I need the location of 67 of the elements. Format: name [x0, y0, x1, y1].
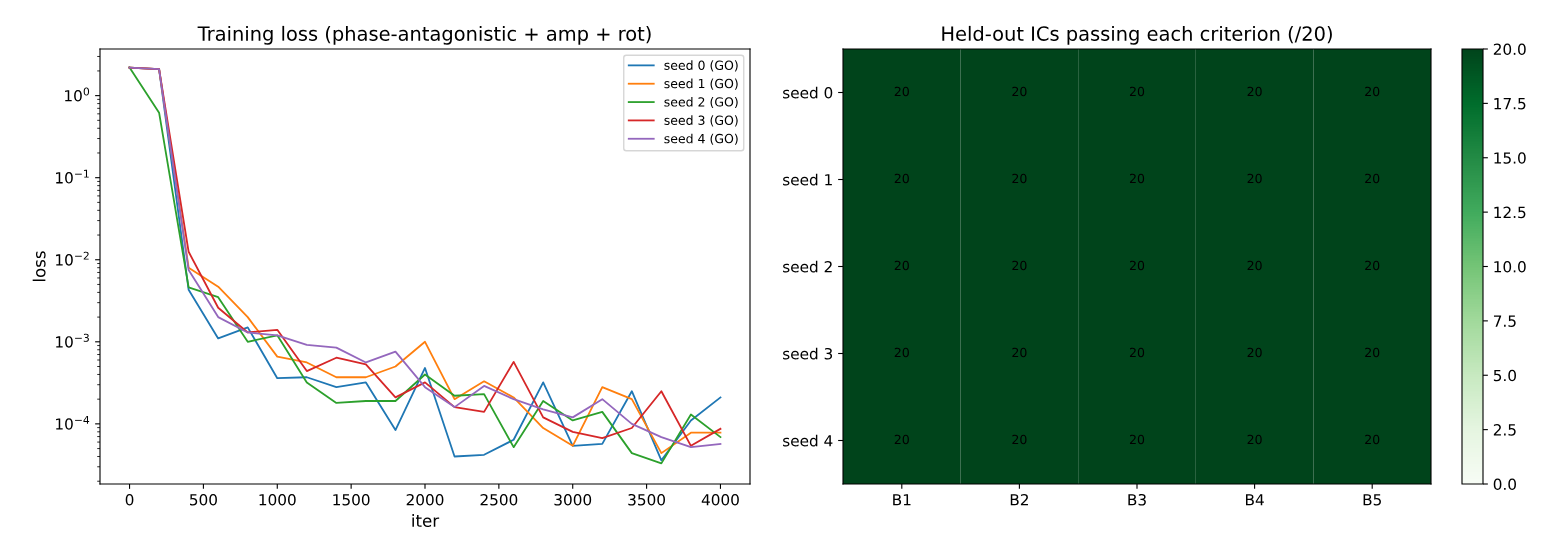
data-label: 20 [1129, 86, 1145, 97]
x-tick-label: 2500 [480, 493, 518, 506]
x-tick-label: 2000 [406, 493, 444, 506]
data-label: 20 [1365, 347, 1380, 358]
y-tick-label: seed 4 [783, 434, 833, 447]
data-label: 20 [1365, 260, 1380, 271]
x-tick-label: 3000 [554, 493, 592, 506]
y-tick-label: seed 1 [783, 173, 832, 186]
color-bar-label: 2.5 [1493, 424, 1516, 436]
color-bar-label: 10.0 [1494, 260, 1526, 273]
y-tick-label: seed 0 [783, 86, 833, 99]
y-tick-label: seed 2 [783, 260, 832, 273]
y-tick-label: 10$^{−1}$ [56, 169, 89, 184]
data-label: 20 [1247, 434, 1262, 445]
data-label: 20 [1247, 260, 1262, 271]
x-tick-label: 4000 [701, 493, 739, 506]
data-label: 20 [1012, 434, 1027, 445]
data-label: 20 [1012, 173, 1027, 184]
data-label: 20 [894, 347, 909, 358]
y-tick-label: seed 3 [783, 347, 833, 360]
legend-label: seed 3 (GO) [664, 115, 738, 127]
color-bar-label: 0.0 [1493, 478, 1516, 491]
color-bar-label: 5.0 [1493, 369, 1516, 382]
y-tick-label: 10$^{0}$ [65, 87, 90, 102]
data-label: 20 [1012, 86, 1027, 97]
data-label: 20 [1012, 347, 1027, 358]
color-bar-label: 7.5 [1493, 315, 1516, 327]
data-label: 20 [894, 434, 909, 445]
legend-label: seed 2 (GO) [664, 96, 738, 109]
data-label: 20 [1365, 86, 1380, 97]
data-label: 20 [1012, 260, 1027, 271]
data-label: 20 [1365, 434, 1380, 445]
data-label: 20 [1247, 173, 1262, 184]
data-label: 20 [1247, 347, 1262, 358]
y-tick-label: 10$^{−4}$ [56, 415, 90, 430]
y-tick-label: 10$^{−2}$ [56, 251, 89, 266]
chart-title: Held-out ICs passing each criterion (/20) [942, 25, 1332, 45]
y-axis-title: loss [32, 251, 46, 282]
data-label: 20 [1129, 260, 1145, 271]
data-label: 20 [1129, 347, 1145, 358]
data-label: 20 [894, 86, 909, 97]
legend-label: seed 0 (GO) [664, 60, 738, 72]
y-tick-label: 10$^{−3}$ [56, 333, 89, 348]
x-tick-label: 1500 [333, 493, 370, 506]
color-bar-label: 12.5 [1494, 206, 1526, 219]
x-tick-label: B1 [893, 494, 911, 506]
color-bar-label: 15.0 [1494, 152, 1526, 164]
x-tick-label: 500 [190, 493, 217, 506]
legend-label: seed 4 (GO) [664, 133, 738, 145]
data-label: 20 [894, 173, 909, 184]
x-tick-label: 3500 [628, 493, 666, 506]
data-label: 20 [1247, 86, 1262, 97]
x-tick-label: B3 [1128, 493, 1146, 506]
legend-label: seed 1 (GO) [664, 78, 738, 90]
color-bar-label: 17.5 [1494, 98, 1526, 110]
x-axis-title: iter [412, 514, 440, 527]
chart-title: Training loss (phase-antagonistic + amp + rot) [197, 25, 651, 45]
x-tick-label: B5 [1363, 494, 1381, 506]
data-label: 20 [1365, 173, 1380, 184]
x-tick-label: 0 [125, 493, 134, 506]
data-label: 20 [894, 260, 909, 271]
color-bar-label: 20.0 [1493, 43, 1526, 56]
data-label: 20 [1129, 173, 1145, 184]
x-tick-label: B2 [1010, 493, 1028, 506]
x-tick-label: B4 [1246, 494, 1264, 506]
data-label: 20 [1129, 434, 1145, 445]
x-tick-label: 1000 [259, 493, 296, 506]
